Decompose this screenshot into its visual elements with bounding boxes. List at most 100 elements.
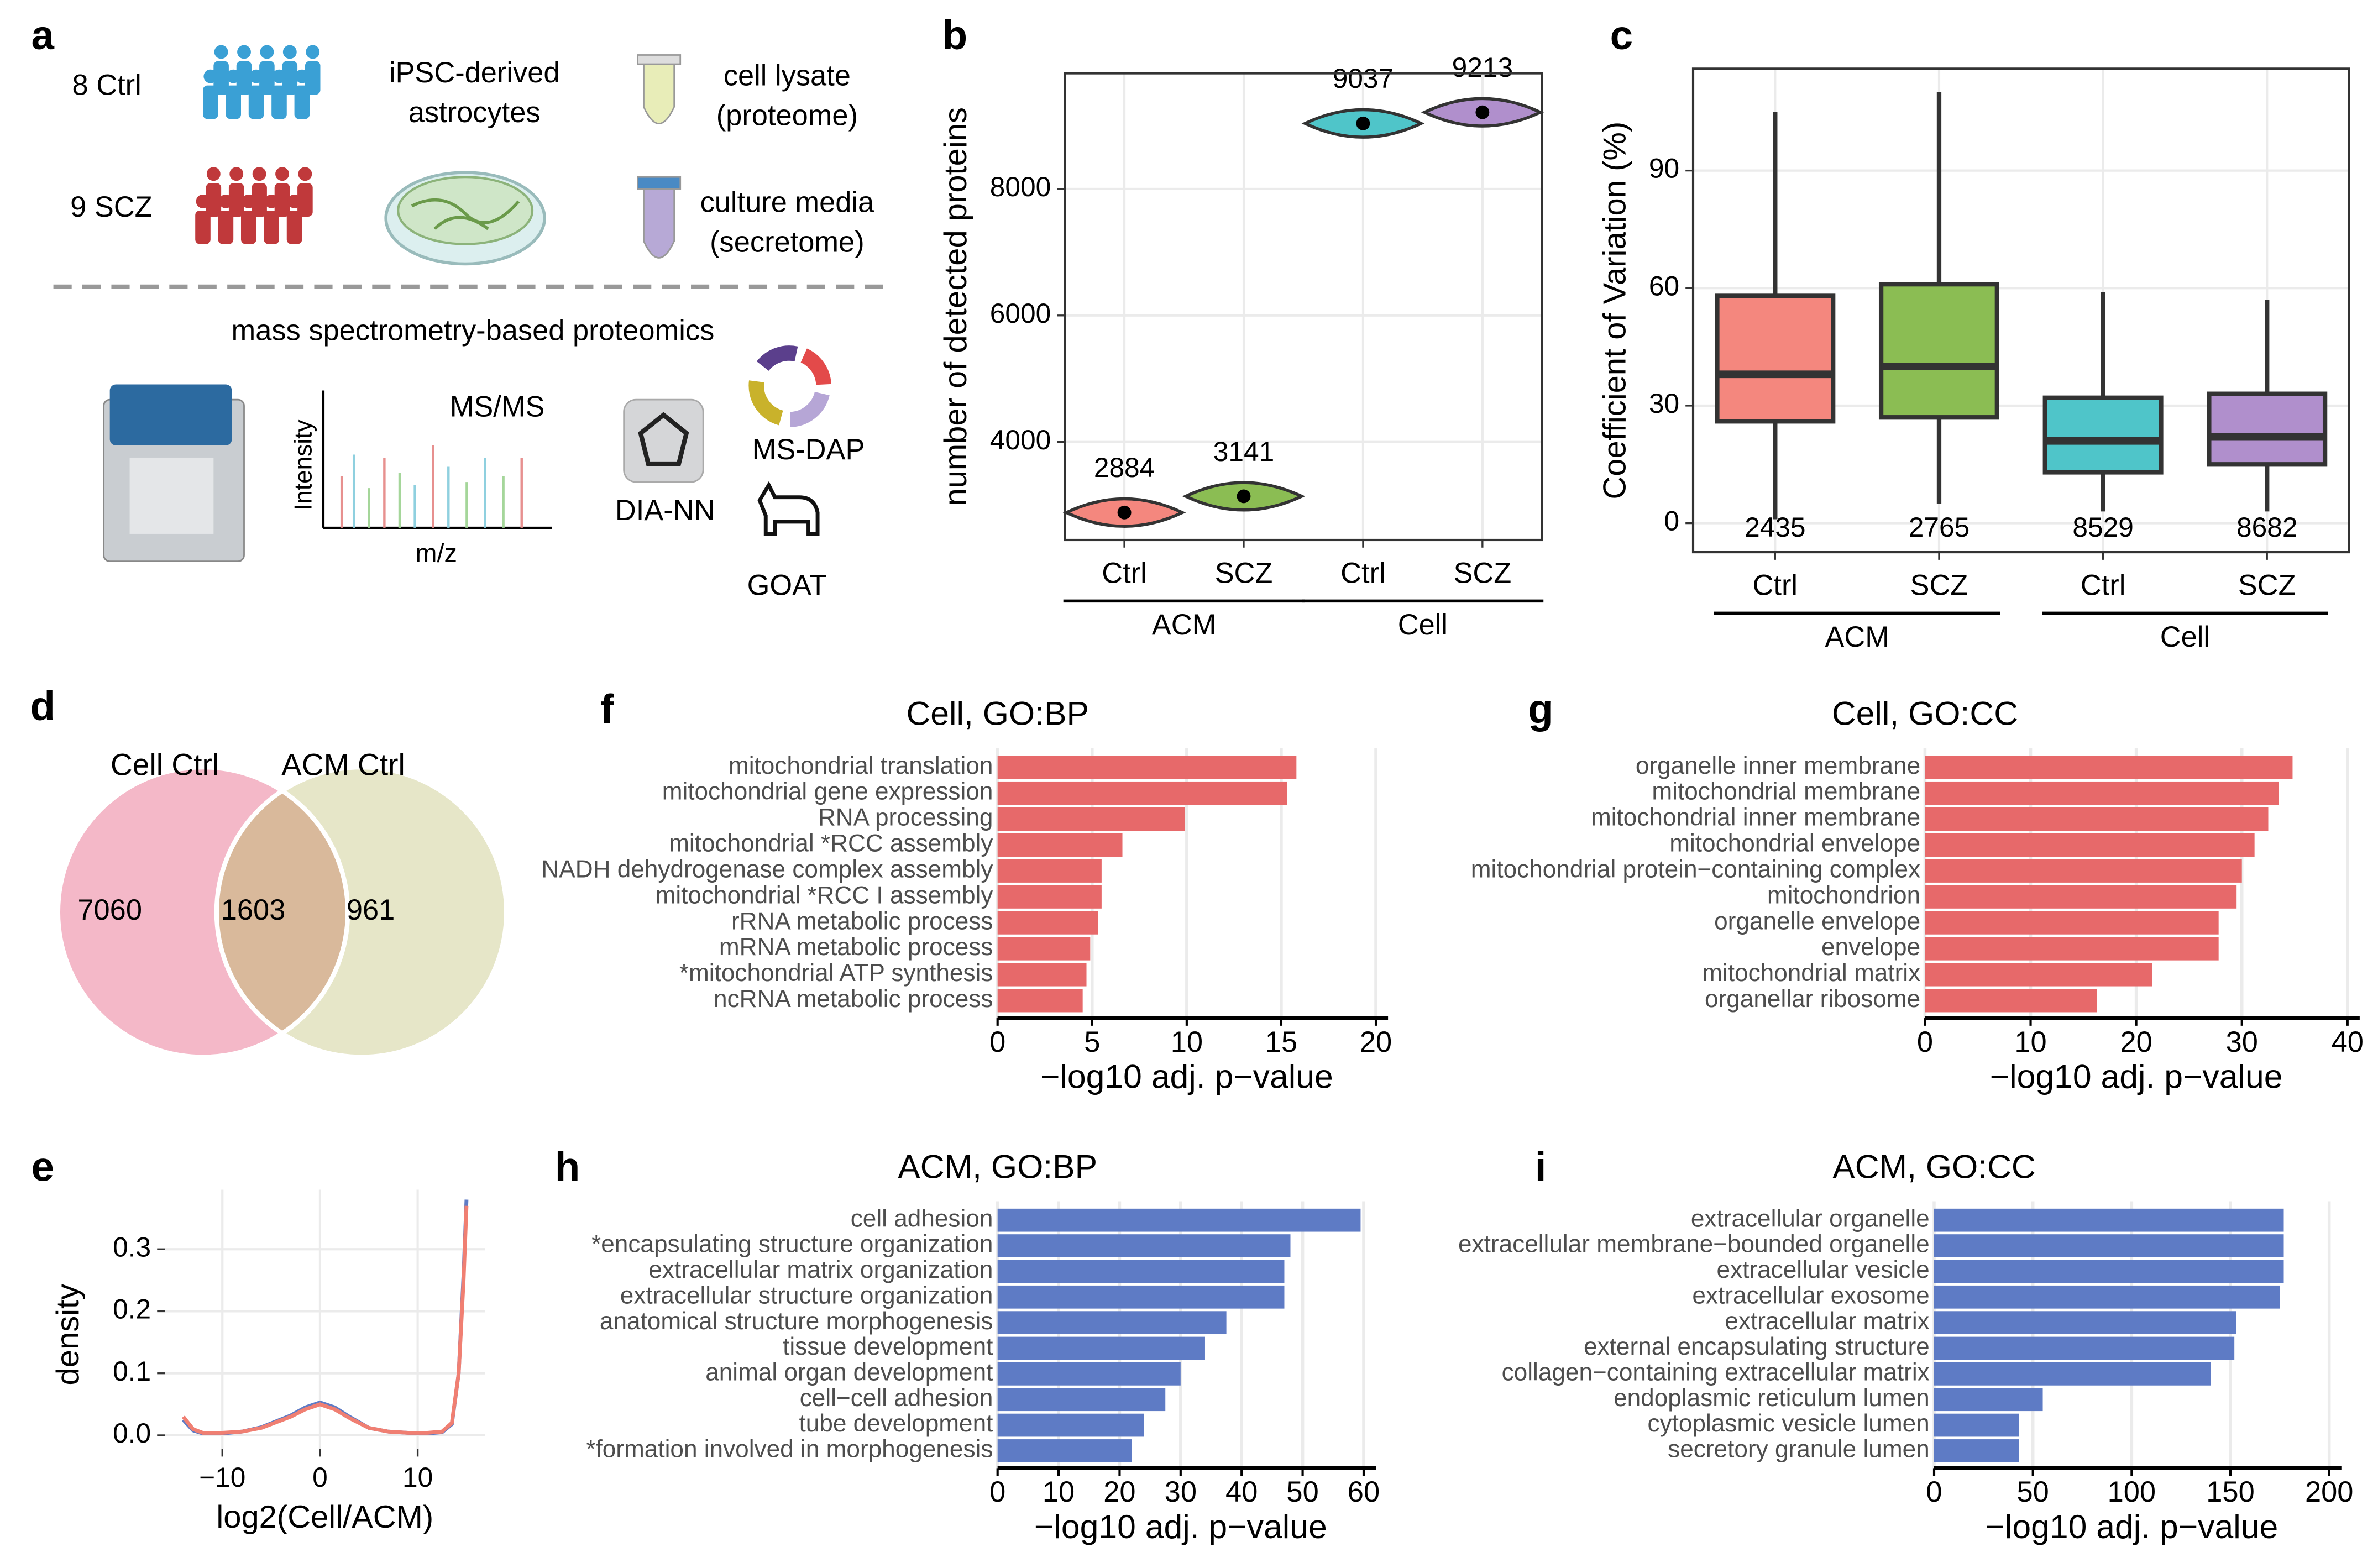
- x-tick-label: 10: [1171, 1026, 1203, 1058]
- set-label: Cell Ctrl: [111, 748, 219, 782]
- count-label: 2435: [1745, 512, 1805, 543]
- y-axis-title: Coefficient of Variation (%): [1597, 122, 1632, 500]
- x-tick-label: Ctrl: [1753, 569, 1798, 601]
- tool-label: GOAT: [747, 569, 827, 601]
- bar: [1934, 1413, 2019, 1437]
- x-tick-label: 10: [2014, 1026, 2046, 1058]
- category-label: organelle envelope: [1714, 908, 1920, 935]
- x-tick-label: 40: [1225, 1476, 1258, 1508]
- count-label: 2765: [1909, 512, 1970, 543]
- person: [248, 69, 264, 119]
- bar: [1934, 1439, 2019, 1462]
- bar: [1934, 1362, 2211, 1386]
- category-label: mitochondrial *RCC assembly: [669, 830, 993, 857]
- venn-count: 7060: [77, 894, 142, 926]
- category-label: cytoplasmic vesicle lumen: [1647, 1410, 1929, 1437]
- group-label: Cell: [1398, 609, 1448, 641]
- x-tick-label: SCZ: [1215, 557, 1273, 589]
- spectrum-y-label: Intensity: [290, 420, 317, 511]
- bar: [997, 756, 1297, 779]
- x-tick-label: 0: [312, 1462, 328, 1493]
- x-tick-label: 30: [2226, 1026, 2258, 1058]
- category-label: extracellular exosome: [1692, 1282, 1929, 1309]
- bar: [997, 911, 1098, 935]
- schematic: 8 Ctrl 9 SCZ iPSC-derived astrocytes cel…: [53, 45, 893, 601]
- tool-label: MS-DAP: [752, 434, 865, 466]
- x-tick-label: 20: [1360, 1026, 1392, 1058]
- x-tick-label: −10: [199, 1462, 245, 1493]
- person: [274, 167, 290, 217]
- x-tick-label: 50: [2017, 1476, 2049, 1508]
- bar: [1934, 1311, 2236, 1335]
- spectrum-title: MS/MS: [450, 391, 545, 423]
- bar: [1934, 1285, 2280, 1309]
- bar: [1925, 807, 2269, 831]
- category-label: organellar ribosome: [1705, 985, 1920, 1013]
- panel-letter: c: [1610, 12, 1633, 58]
- x-axis-title: −log10 adj. p−value: [1990, 1057, 2283, 1095]
- category-label: RNA processing: [818, 804, 993, 831]
- category-label: mitochondrial matrix: [1702, 959, 1920, 987]
- bar: [997, 1336, 1205, 1360]
- category-label: *formation involved in morphogenesis: [586, 1436, 993, 1463]
- category-label: anatomical structure morphogenesis: [600, 1308, 993, 1335]
- y-tick-label: 90: [1649, 153, 1679, 184]
- panel-border: [1064, 72, 1543, 542]
- x-tick-label: 0: [1926, 1476, 1942, 1508]
- bar: [997, 1234, 1291, 1257]
- bar: [997, 1362, 1181, 1386]
- bar: [1934, 1336, 2235, 1360]
- x-tick-label: SCZ: [1453, 557, 1511, 589]
- bar: [997, 937, 1091, 961]
- category-label: rRNA metabolic process: [731, 908, 993, 935]
- value-label: 3141: [1213, 436, 1274, 467]
- x-axis-title: −log10 adj. p−value: [1034, 1508, 1327, 1545]
- person: [297, 167, 313, 217]
- median-point: [1237, 489, 1251, 504]
- category-label: *mitochondrial ATP synthesis: [679, 959, 993, 987]
- cells-label: astrocytes: [408, 97, 541, 129]
- goat-icon: [757, 481, 820, 536]
- panel-letter: i: [1535, 1144, 1547, 1189]
- x-tick-label: SCZ: [1910, 569, 1968, 601]
- x-tick-label: Ctrl: [1102, 557, 1147, 589]
- y-tick-label: 60: [1649, 270, 1679, 301]
- bar: [1925, 833, 2255, 857]
- category-label: envelope: [1821, 934, 1920, 961]
- category-label: mitochondrial inner membrane: [1591, 804, 1920, 831]
- category-label: mitochondrial *RCC I assembly: [656, 882, 993, 909]
- panel-letter: f: [600, 686, 614, 732]
- bar: [997, 1413, 1144, 1437]
- bar: [997, 1388, 1166, 1412]
- bar: [997, 1208, 1361, 1232]
- category-label: mitochondrial membrane: [1652, 778, 1920, 805]
- venn-outline: [55, 765, 350, 1060]
- instrument-top: [109, 384, 232, 445]
- x-tick-label: 50: [1286, 1476, 1318, 1508]
- category-label: extracellular organelle: [1691, 1205, 1930, 1232]
- venn-count: 1603: [221, 894, 286, 926]
- bar: [997, 885, 1102, 909]
- category-label: mRNA metabolic process: [719, 934, 993, 961]
- bar: [997, 1439, 1132, 1462]
- tube: [643, 60, 675, 124]
- bar: [1925, 911, 2219, 935]
- lysate-label: cell lysate: [724, 60, 851, 92]
- person: [195, 194, 211, 244]
- person: [286, 194, 302, 244]
- tool-label: DIA-NN: [615, 495, 715, 527]
- bar: [1925, 781, 2279, 805]
- arc: [800, 348, 831, 385]
- panel-letter: e: [32, 1144, 54, 1189]
- x-tick-label: 200: [2305, 1476, 2353, 1508]
- bar: [997, 833, 1123, 857]
- dia-nn-icon: [623, 398, 704, 483]
- x-axis-title: −log10 adj. p−value: [1040, 1057, 1333, 1095]
- x-tick-label: 100: [2108, 1476, 2156, 1508]
- ms-dap-icon: [748, 345, 831, 427]
- y-axis-title: number of detected proteins: [938, 107, 973, 506]
- box: [1878, 282, 1999, 420]
- media-label: culture media: [700, 187, 874, 219]
